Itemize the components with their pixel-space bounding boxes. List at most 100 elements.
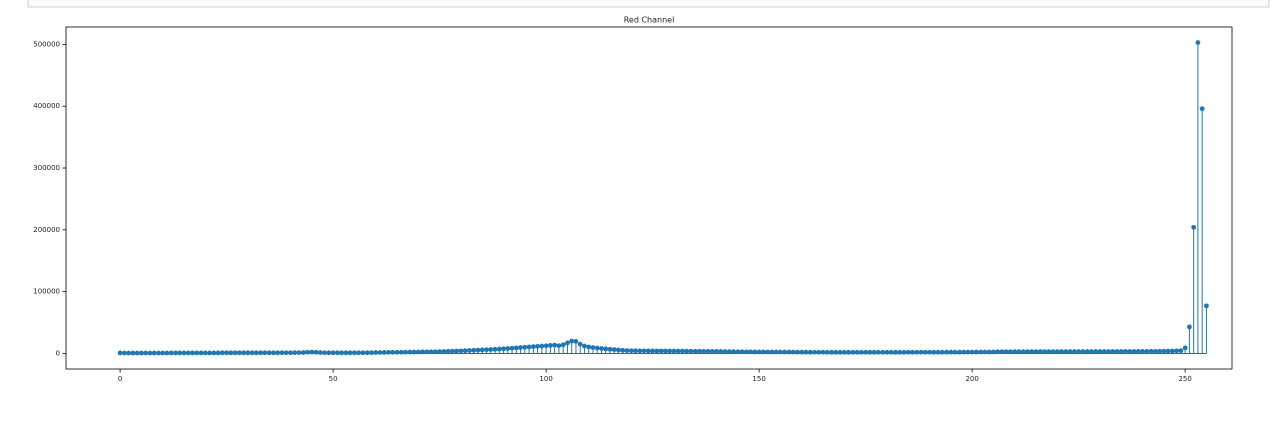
- stem-marker: [573, 339, 579, 344]
- stem-marker: [1016, 349, 1022, 355]
- stem-marker: [467, 348, 472, 353]
- stem-marker: [569, 338, 575, 344]
- stem-marker: [454, 348, 460, 354]
- stem-marker: [680, 348, 685, 354]
- stem-marker: [722, 349, 728, 354]
- stem-marker: [560, 342, 566, 348]
- y-tick-label: 300000: [33, 164, 60, 172]
- stem-marker: [952, 349, 958, 355]
- stem-marker: [1106, 349, 1111, 354]
- stem-marker: [803, 349, 809, 355]
- stem-marker: [816, 349, 822, 355]
- stem-marker: [283, 350, 289, 356]
- stem-marker: [701, 348, 707, 354]
- stem-marker: [117, 350, 123, 356]
- stem-marker: [1110, 349, 1116, 354]
- y-tick-label: 200000: [33, 226, 60, 234]
- stem-marker: [1054, 349, 1060, 355]
- stem-marker: [654, 348, 660, 354]
- stem-marker: [202, 350, 208, 356]
- stem-marker: [513, 345, 519, 351]
- stem-marker: [168, 350, 174, 356]
- stem-marker: [266, 350, 272, 356]
- stem-marker: [667, 348, 673, 354]
- stem-marker: [1042, 349, 1047, 355]
- stem-marker: [1046, 349, 1052, 355]
- stem-marker: [390, 349, 396, 355]
- stem-marker: [628, 348, 634, 354]
- stem-marker: [381, 350, 387, 355]
- stem-marker: [1008, 349, 1013, 355]
- stem-marker: [1059, 349, 1064, 355]
- stem-marker: [279, 350, 285, 356]
- x-tick-label: 100: [539, 375, 552, 383]
- stem-marker: [1076, 349, 1082, 354]
- stem-marker: [1199, 106, 1205, 112]
- stem-marker: [765, 349, 771, 355]
- stem-marker: [143, 350, 149, 356]
- plot-frame: [65, 26, 1233, 370]
- stem-marker: [714, 349, 719, 354]
- stem-marker: [705, 348, 711, 354]
- stem-marker: [1127, 349, 1133, 354]
- stem-marker: [616, 347, 621, 353]
- stem-marker: [624, 348, 630, 354]
- stem-marker: [603, 346, 609, 352]
- stem-marker: [999, 349, 1005, 355]
- stem-marker: [424, 349, 430, 355]
- stem-marker: [1118, 349, 1124, 354]
- stem-marker: [215, 350, 221, 356]
- stem-marker: [164, 350, 170, 356]
- stem-marker: [611, 347, 617, 353]
- stem-marker: [1204, 303, 1209, 309]
- stem-marker: [935, 349, 941, 355]
- stem-marker: [219, 350, 225, 356]
- stem-marker: [160, 350, 166, 356]
- stem-marker: [232, 350, 238, 356]
- stem-marker: [1195, 40, 1201, 45]
- stem-marker: [735, 349, 741, 355]
- stem-marker: [684, 348, 690, 354]
- stem-marker: [526, 344, 532, 350]
- stem-marker: [156, 350, 161, 356]
- stem-marker: [300, 350, 306, 355]
- stem-marker: [394, 349, 400, 355]
- stem-marker: [190, 350, 195, 356]
- stem-marker: [867, 349, 873, 355]
- stem-marker: [948, 349, 954, 355]
- stem-marker: [650, 348, 656, 354]
- stem-marker: [505, 346, 511, 351]
- stem-marker: [1169, 348, 1175, 354]
- stem-marker: [577, 341, 583, 347]
- stem-marker: [194, 350, 200, 356]
- stem-marker: [863, 349, 869, 355]
- stem-marker: [271, 350, 276, 356]
- chart-title: Red Channel: [624, 16, 675, 25]
- stem-marker: [509, 345, 515, 351]
- stem-marker: [846, 349, 851, 355]
- stem-marker: [530, 344, 536, 350]
- stem-marker: [479, 347, 485, 353]
- stem-marker: [343, 350, 349, 356]
- stem-marker: [905, 349, 911, 355]
- stem-marker: [939, 349, 945, 355]
- stem-marker: [663, 348, 668, 354]
- stem-marker: [177, 350, 183, 356]
- stem-marker: [820, 349, 826, 355]
- stem-marker: [731, 349, 736, 355]
- stem-marker: [1067, 349, 1073, 354]
- stem-marker: [415, 349, 421, 355]
- stem-marker: [458, 348, 464, 354]
- stem-marker: [782, 349, 788, 355]
- stem-marker: [1003, 349, 1009, 355]
- stem-marker: [522, 344, 528, 350]
- stem-marker: [305, 349, 310, 355]
- stem-marker: [224, 350, 230, 356]
- stem-marker: [347, 350, 353, 356]
- stem-marker: [449, 348, 455, 354]
- stem-marker: [245, 350, 251, 356]
- stem-marker: [778, 349, 783, 355]
- stem-marker: [317, 350, 323, 355]
- stem-marker: [637, 348, 643, 354]
- stem-marker: [978, 349, 984, 355]
